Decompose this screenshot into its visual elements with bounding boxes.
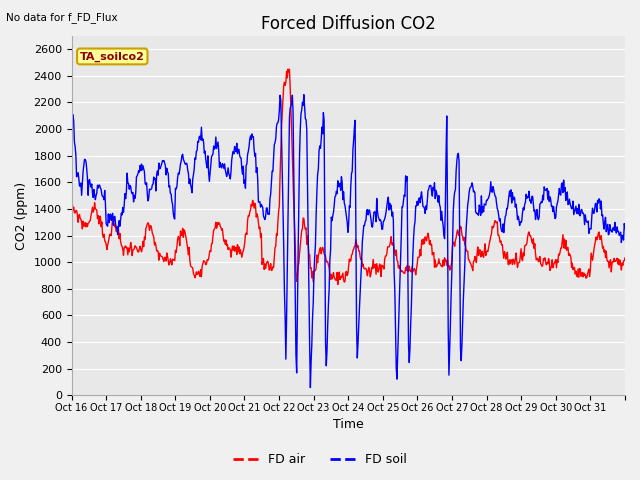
Y-axis label: CO2 (ppm): CO2 (ppm) — [15, 181, 28, 250]
Title: Forced Diffusion CO2: Forced Diffusion CO2 — [261, 15, 436, 33]
X-axis label: Time: Time — [333, 419, 364, 432]
Legend: FD air, FD soil: FD air, FD soil — [228, 448, 412, 471]
Text: TA_soilco2: TA_soilco2 — [80, 51, 145, 61]
Text: No data for f_FD_Flux: No data for f_FD_Flux — [6, 12, 118, 23]
